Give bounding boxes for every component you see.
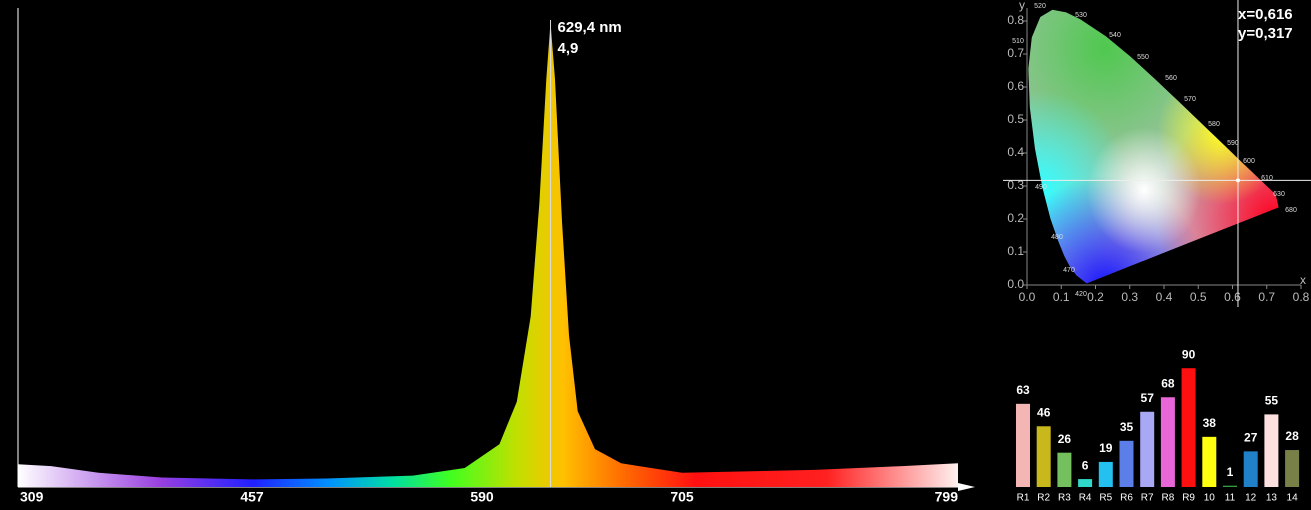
cri-bar [1057, 452, 1072, 487]
locus-label: 560 [1165, 75, 1177, 82]
locus-label: 510 [1012, 38, 1024, 45]
x-tick-label: 0.3 [1121, 290, 1138, 304]
y-tick-label: 0.3 [1007, 178, 1024, 192]
locus-label: 570 [1184, 96, 1196, 103]
locus-label: 520 [1034, 3, 1046, 10]
cri-bar [1202, 436, 1217, 487]
x-axis-label: x [1300, 273, 1306, 287]
cri-value: 63 [1016, 383, 1030, 397]
chromaticity-point [1235, 178, 1240, 183]
spectrum-area [18, 22, 958, 487]
cri-value: 35 [1120, 420, 1134, 434]
cri-label: 14 [1287, 493, 1299, 504]
cri-value: 46 [1037, 405, 1051, 419]
peak-wavelength: 629,4 nm [558, 19, 622, 36]
locus-label: 600 [1243, 158, 1255, 165]
y-tick-label: 0.2 [1007, 211, 1024, 225]
x-tick-label: 799 [935, 489, 959, 505]
axis-arrow [958, 483, 975, 491]
x-tick-label: 457 [240, 489, 264, 505]
cri-bar [1243, 451, 1258, 487]
x-tick-label: 0.5 [1190, 290, 1207, 304]
cri-bar [1078, 479, 1093, 487]
cri-label: R4 [1079, 493, 1092, 504]
gamut [1028, 9, 1279, 284]
cri-value: 90 [1182, 347, 1196, 361]
x-tick-label: 0.2 [1087, 290, 1104, 304]
cri-value: 55 [1265, 394, 1279, 408]
cri-bar [1223, 485, 1237, 487]
y-coordinate: y=0,317 [1238, 25, 1293, 42]
cri-label: R2 [1037, 493, 1050, 504]
gamut-color [1028, 9, 1279, 284]
x-tick-label: 705 [670, 489, 694, 505]
cie-diagram: 0.0 0.1 0.2 0.3 0.4 0.5 0.6 0.7 0.8 0.0 0.1 0.2 0.3 0… [1003, 0, 1311, 307]
cri-label: 11 [1225, 493, 1236, 504]
y-tick-label: 0.4 [1007, 145, 1024, 159]
y-tick-label: 0.8 [1007, 13, 1024, 27]
x-tick-label: 0.0 [1019, 290, 1036, 304]
cri-value: 27 [1244, 431, 1258, 445]
x-tick-label: 0.8 [1293, 290, 1310, 304]
cri-bar [1140, 411, 1155, 487]
x-tick-label: 309 [20, 489, 44, 505]
x-tick-label: 0.7 [1258, 290, 1275, 304]
locus-label: 590 [1227, 140, 1239, 147]
y-tick-label: 0.1 [1007, 244, 1024, 258]
locus-label: 680 [1285, 207, 1297, 214]
cri-value: 38 [1203, 416, 1217, 430]
cri-label: R5 [1099, 493, 1112, 504]
cri-bar [1160, 397, 1175, 487]
y-tick-label: 0.7 [1007, 46, 1024, 60]
y-tick-label: 0.5 [1007, 112, 1024, 126]
y-tick-label: 0.0 [1007, 277, 1024, 291]
x-tick-label: 0.6 [1224, 290, 1241, 304]
cri-label: R8 [1162, 493, 1175, 504]
cri-bar [1098, 461, 1113, 487]
cri-label: R6 [1120, 493, 1133, 504]
locus-label: 420 [1075, 291, 1087, 298]
cri-bar [1285, 450, 1300, 487]
cri-bar [1036, 426, 1051, 487]
locus-label: 550 [1137, 54, 1149, 61]
cri-value: 28 [1285, 429, 1299, 443]
cri-bar [1264, 414, 1279, 487]
cri-value: 6 [1082, 458, 1089, 472]
locus-label: 490 [1035, 184, 1047, 191]
cri-value: 26 [1058, 432, 1072, 446]
cri-bar [1119, 440, 1134, 487]
locus-label: 580 [1208, 121, 1220, 128]
locus-label: 610 [1261, 175, 1273, 182]
cri-label: 10 [1204, 493, 1216, 504]
x-tick-label: 0.1 [1053, 290, 1070, 304]
cri-bar [1181, 368, 1196, 487]
cri-value: 57 [1141, 391, 1155, 405]
locus-label: 630 [1273, 191, 1285, 198]
cri-label: R9 [1182, 493, 1195, 504]
locus-label: 480 [1051, 234, 1063, 241]
cri-label: R3 [1058, 493, 1071, 504]
cri-label: 13 [1266, 493, 1278, 504]
x-tick-label: 0.4 [1156, 290, 1173, 304]
cri-label: R7 [1141, 493, 1154, 504]
cri-value: 1 [1227, 465, 1234, 479]
x-coordinate: x=0,616 [1238, 6, 1293, 23]
locus-label: 540 [1109, 32, 1121, 39]
peak-value: 4,9 [558, 40, 579, 57]
cri-label: 12 [1245, 493, 1257, 504]
cri-label: R1 [1017, 493, 1030, 504]
cri-value: 68 [1161, 376, 1175, 390]
locus-label: 530 [1075, 12, 1087, 19]
x-tick-label: 590 [470, 489, 494, 505]
y-tick-label: 0.6 [1007, 79, 1024, 93]
y-axis-label: y [1019, 0, 1025, 12]
cri-bar [1016, 403, 1030, 487]
cri-value: 19 [1099, 441, 1113, 455]
locus-label: 470 [1063, 267, 1075, 274]
